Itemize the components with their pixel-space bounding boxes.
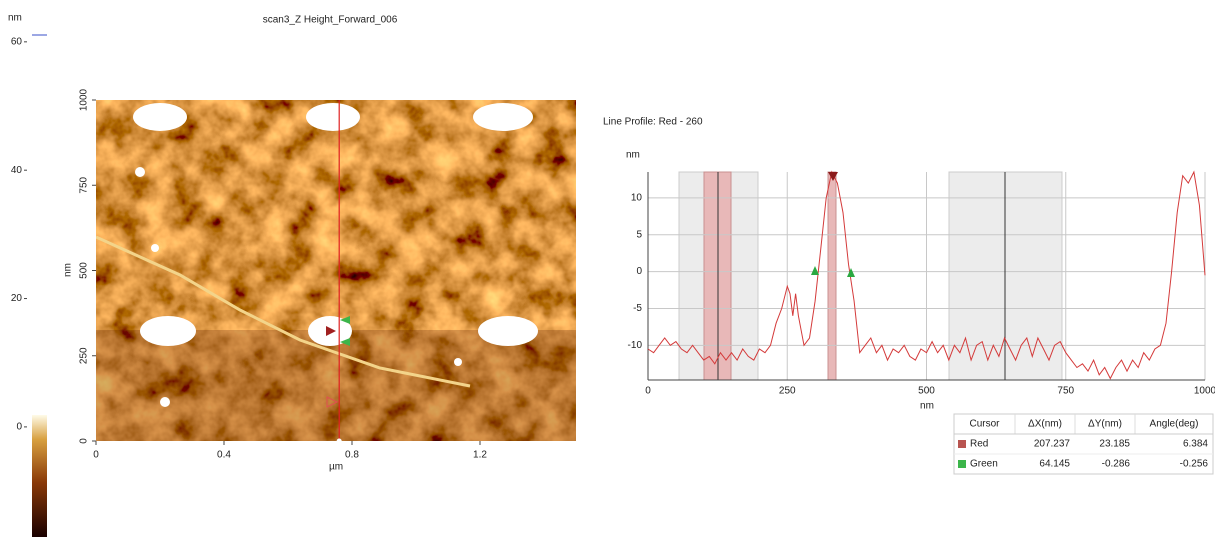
x-tick-label: 1.2 xyxy=(473,450,487,461)
red-region xyxy=(827,171,837,381)
feature xyxy=(140,316,196,346)
table-frame xyxy=(953,413,1214,475)
table-header: ΔX(nm) xyxy=(1028,419,1062,430)
cursor-table: Cursor ΔX(nm) ΔY(nm) Angle(deg) Red 207.237 23… xyxy=(953,413,1214,475)
colorbar-label: nm xyxy=(8,13,22,24)
colorbar-tick-label: 20 xyxy=(11,293,23,304)
x-tick-label: 250 xyxy=(779,386,796,397)
profile-title: Line Profile: Red - 260 xyxy=(603,117,703,128)
feature xyxy=(160,397,170,407)
colorbar xyxy=(32,415,47,537)
colorbar-tick-label: 40 xyxy=(11,165,23,176)
feature xyxy=(135,167,145,177)
y-tick-label: 0 xyxy=(79,438,90,444)
profile-x-label: nm xyxy=(920,401,934,412)
afm-image xyxy=(96,100,576,441)
table-header: Angle(deg) xyxy=(1150,419,1199,430)
colorbar-tick-label: 0 xyxy=(16,422,22,433)
green-cursor xyxy=(811,266,819,275)
colorbar-tick-label: 60 xyxy=(11,36,23,47)
y-tick-label: 500 xyxy=(79,262,90,279)
feature xyxy=(478,316,538,346)
table-cell: Green xyxy=(970,459,998,470)
table-header: ΔY(nm) xyxy=(1088,419,1122,430)
profile-y-label: nm xyxy=(626,150,640,161)
afm-features xyxy=(133,103,538,407)
fibre xyxy=(96,235,471,388)
table-header: Cursor xyxy=(969,419,1000,430)
y-tick-label: 5 xyxy=(636,229,642,240)
cursor-end xyxy=(336,438,342,444)
x-tick-label: 0.4 xyxy=(217,450,231,461)
y-tick-label: 250 xyxy=(79,347,90,364)
image-title: scan3_Z Height_Forward_006 xyxy=(263,15,398,26)
afm-texture xyxy=(96,100,576,441)
green-cursor xyxy=(340,338,350,346)
table-cell: 64.145 xyxy=(1039,459,1070,470)
profile-line xyxy=(647,170,1206,380)
row-swatch xyxy=(958,440,966,448)
x-tick-label: 0 xyxy=(93,450,99,461)
feature xyxy=(151,244,159,252)
end-cursor xyxy=(326,396,339,408)
afm-shade xyxy=(96,330,576,441)
table-cell: 6.384 xyxy=(1183,439,1208,450)
table-cell: 207.237 xyxy=(1034,439,1071,450)
y-tick-label: 0 xyxy=(636,266,642,277)
red-cursor xyxy=(828,172,838,181)
green-cursor xyxy=(847,268,855,277)
x-tick-label: 1000 xyxy=(1194,386,1215,397)
y-tick-label: -5 xyxy=(633,303,642,314)
x-tick-label: 0.8 xyxy=(345,450,359,461)
table-cell: -0.256 xyxy=(1180,459,1209,470)
table-cell: 23.185 xyxy=(1099,439,1130,450)
x-tick-label: 500 xyxy=(918,386,935,397)
green-cursor xyxy=(340,316,350,324)
x-tick-label: 750 xyxy=(1057,386,1074,397)
y-tick-label: 750 xyxy=(79,176,90,193)
row-swatch xyxy=(958,460,966,468)
y-tick-label: 10 xyxy=(631,192,643,203)
x-tick-label: 0 xyxy=(645,386,651,397)
table-cell: -0.286 xyxy=(1102,459,1131,470)
table-cell: Red xyxy=(970,439,988,450)
feature xyxy=(473,103,533,131)
red-cursor xyxy=(326,326,336,336)
feature xyxy=(133,103,187,131)
y-axis-label: nm xyxy=(63,263,74,277)
feature xyxy=(306,103,360,131)
image-cursors xyxy=(326,316,350,408)
y-tick-label: 1000 xyxy=(79,88,90,111)
x-axis-label: µm xyxy=(329,462,343,473)
y-tick-label: -10 xyxy=(628,340,643,351)
feature xyxy=(454,358,462,366)
